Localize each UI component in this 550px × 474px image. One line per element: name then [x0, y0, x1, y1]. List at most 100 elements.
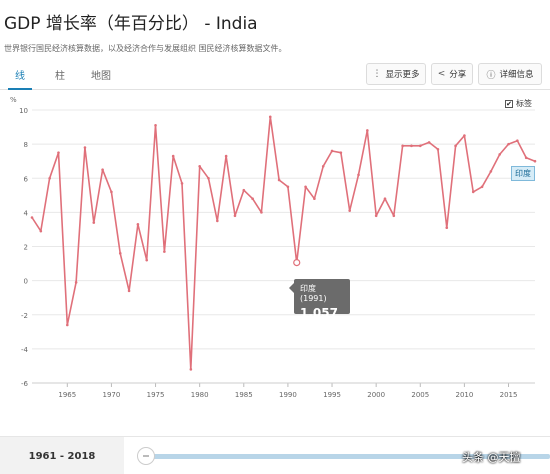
- data-point: [39, 229, 43, 233]
- data-point: [65, 323, 69, 327]
- y-tick-label: -2: [21, 312, 28, 320]
- data-point: [48, 176, 51, 180]
- data-point: [445, 226, 449, 230]
- data-point: [366, 129, 369, 132]
- data-point: [154, 124, 157, 127]
- chart-area: % -6 -4 -2 0 2 4 6 8 10 1965 1970 1975 1980 1985 1990 19…: [0, 90, 550, 435]
- chart-type-tabs: 线 柱 地图: [0, 62, 550, 90]
- data-point: [127, 289, 131, 293]
- data-point: [313, 197, 316, 201]
- data-point: [30, 216, 34, 219]
- data-point: [216, 219, 219, 223]
- series-line: [31, 115, 536, 371]
- label-checkbox[interactable]: ✔: [505, 99, 513, 108]
- page-title: GDP 增长率（年百分比） - India: [4, 14, 258, 34]
- info-icon: ⓘ: [486, 70, 496, 81]
- data-point: [242, 188, 246, 192]
- tooltip-title: 印度 (1991): [300, 284, 327, 303]
- data-point: [516, 139, 519, 143]
- show-more-button[interactable]: ⋮ 显示更多: [366, 63, 426, 85]
- y-tick-label: -6: [21, 380, 29, 388]
- data-point: [110, 190, 113, 194]
- y-tick-label: 6: [24, 175, 29, 183]
- data-point: [198, 165, 201, 168]
- more-icon: ⋮: [372, 69, 382, 79]
- data-point: [480, 185, 484, 189]
- x-tick-label: 1970: [103, 391, 121, 399]
- tooltip-value: 1.057: [300, 306, 338, 320]
- data-point: [224, 154, 228, 158]
- data-point: [533, 159, 537, 163]
- tab-map[interactable]: 地图: [91, 71, 111, 82]
- data-point: [427, 141, 431, 144]
- data-point: [101, 168, 104, 172]
- data-point: [463, 134, 466, 137]
- data-point: [348, 209, 351, 212]
- data-point: [189, 368, 193, 371]
- active-tab-indicator: [8, 88, 32, 90]
- data-point: [321, 165, 325, 168]
- data-point: [418, 144, 422, 148]
- data-point: [410, 144, 413, 148]
- data-point: [277, 178, 281, 182]
- data-point: [163, 250, 166, 253]
- data-point: [180, 182, 184, 185]
- share-icon: <: [437, 69, 446, 79]
- watermark-text: 头条 @天擅: [462, 451, 521, 464]
- tab-bar[interactable]: 柱: [55, 71, 65, 82]
- label-toggle[interactable]: ✔ 标签: [505, 98, 532, 109]
- data-point: [524, 156, 528, 160]
- data-point: [268, 115, 272, 119]
- y-tick-label: 8: [24, 141, 28, 149]
- x-tick-label: 2000: [367, 391, 385, 399]
- data-point: [330, 149, 334, 153]
- data-point: [304, 185, 307, 189]
- show-more-label: 显示更多: [385, 70, 420, 80]
- label-toggle-text: 标签: [516, 99, 532, 108]
- share-button[interactable]: < 分享: [431, 63, 473, 85]
- data-point: [392, 214, 396, 218]
- range-slider-track[interactable]: [146, 454, 550, 459]
- y-unit-label: %: [10, 96, 17, 104]
- share-label: 分享: [449, 70, 467, 80]
- x-tick-label: 2005: [411, 391, 429, 399]
- y-tick-label: 0: [24, 278, 28, 286]
- data-point: [92, 221, 96, 224]
- x-tick-label: 1980: [191, 391, 209, 399]
- x-tick-label: 1990: [279, 391, 297, 399]
- data-point: [471, 190, 475, 194]
- data-point: [507, 142, 510, 146]
- details-button[interactable]: ⓘ 详细信息: [478, 63, 542, 85]
- highlighted-point: [293, 258, 301, 267]
- series-end-label: 印度: [511, 166, 535, 181]
- data-point: [118, 252, 122, 255]
- data-point: [454, 144, 457, 148]
- data-point: [286, 185, 290, 189]
- data-point: [57, 151, 60, 154]
- details-label: 详细信息: [499, 70, 534, 80]
- x-tick-label: 2010: [455, 391, 473, 399]
- line-chart: % -6 -4 -2 0 2 4 6 8 10 1965 1970 1975 1980 1985 1990 19…: [10, 96, 537, 399]
- data-point: [489, 170, 493, 173]
- data-source-note: 世界银行国民经济核算数据，以及经济合作与发展组织 国民经济核算数据文件。: [4, 44, 287, 53]
- x-tick-label: 1965: [58, 391, 76, 399]
- range-slider-handle[interactable]: [137, 447, 155, 465]
- x-tick-label: 1995: [323, 391, 341, 399]
- time-range-bar: 1961 - 2018: [0, 436, 550, 474]
- data-point: [136, 223, 140, 226]
- y-tick-label: 2: [24, 244, 28, 252]
- data-point: [207, 176, 210, 180]
- data-point: [498, 153, 502, 156]
- y-tick-label: -4: [21, 346, 29, 354]
- data-point: [171, 154, 175, 158]
- x-tick-label: 1985: [235, 391, 253, 399]
- data-point: [357, 173, 360, 177]
- data-point: [374, 214, 378, 218]
- tab-line[interactable]: 线: [15, 71, 25, 82]
- data-point: [251, 197, 254, 201]
- data-point: [260, 211, 263, 214]
- data-point: [383, 197, 387, 201]
- data-point: [401, 144, 404, 148]
- x-tick-label: 1975: [147, 391, 165, 399]
